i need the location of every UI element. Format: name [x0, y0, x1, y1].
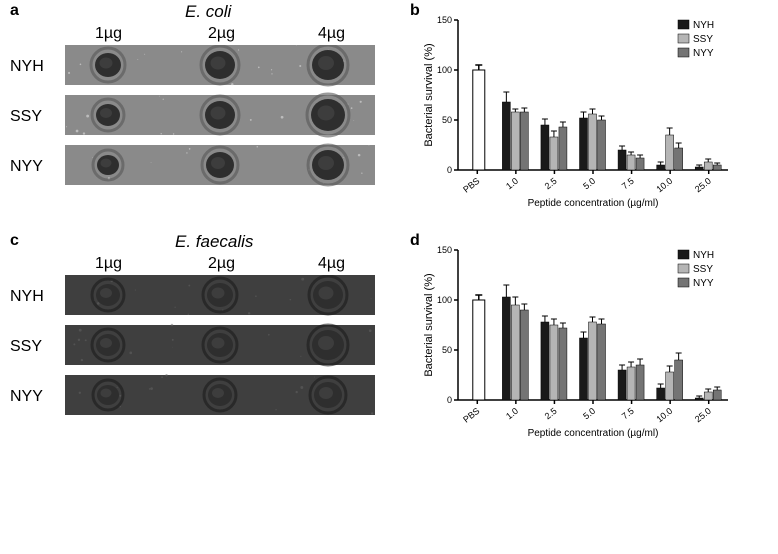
dose-label-c-2: 2µg — [208, 255, 235, 273]
svg-text:1.0: 1.0 — [504, 176, 520, 192]
row-label-a-nyh: NYH — [10, 58, 44, 76]
svg-text:SSY: SSY — [693, 264, 713, 275]
row-label-a-ssy: SSY — [10, 108, 42, 126]
svg-text:2.5: 2.5 — [543, 176, 559, 192]
panel-d-chart: 0 50 100 150 Bacterial survival (%) PBS 1.0 2.5… — [420, 240, 740, 440]
row-label-c-nyh: NYH — [10, 288, 44, 306]
panel-b-label: b — [410, 2, 420, 20]
svg-text:100: 100 — [437, 295, 452, 305]
svg-text:25.0: 25.0 — [693, 176, 713, 195]
panel-d-label: d — [410, 232, 420, 250]
svg-text:5.0: 5.0 — [581, 406, 597, 422]
svg-text:7.5: 7.5 — [620, 176, 636, 192]
svg-text:Bacterial survival (%): Bacterial survival (%) — [423, 273, 435, 376]
svg-text:10.0: 10.0 — [654, 176, 674, 195]
svg-text:1.0: 1.0 — [504, 406, 520, 422]
svg-text:PBS: PBS — [461, 406, 481, 425]
svg-text:100: 100 — [437, 65, 452, 75]
svg-text:0: 0 — [447, 165, 452, 175]
svg-text:7.5: 7.5 — [620, 406, 636, 422]
dose-label-a-2: 2µg — [208, 25, 235, 43]
svg-text:NYH: NYH — [693, 20, 714, 31]
svg-text:NYY: NYY — [693, 278, 714, 289]
svg-text:2.5: 2.5 — [543, 406, 559, 422]
ecoli-strips-svg — [60, 45, 380, 190]
row-label-a-nyy: NYY — [10, 158, 43, 176]
panel-c-label: c — [10, 232, 19, 250]
svg-text:Peptide concentration (µg/ml): Peptide concentration (µg/ml) — [528, 198, 659, 209]
svg-text:10.0: 10.0 — [654, 406, 674, 425]
svg-text:5.0: 5.0 — [581, 176, 597, 192]
panel-b-svg: 0 50 100 150 Bacterial survival (%) PBS 1.0 2.5… — [420, 10, 740, 210]
dose-label-c-3: 4µg — [318, 255, 345, 273]
svg-text:150: 150 — [437, 15, 452, 25]
row-label-c-nyy: NYY — [10, 388, 43, 406]
svg-text:0: 0 — [447, 395, 452, 405]
figure-4panel: a E. coli 1µg 2µg 4µg NYH SSY NYY b 0 50 1… — [0, 0, 778, 554]
svg-text:PBS: PBS — [461, 176, 481, 195]
svg-text:Peptide concentration (µg/ml): Peptide concentration (µg/ml) — [528, 428, 659, 439]
panel-c-title: E. faecalis — [175, 232, 253, 252]
svg-text:25.0: 25.0 — [693, 406, 713, 425]
svg-text:50: 50 — [442, 115, 452, 125]
svg-text:50: 50 — [442, 345, 452, 355]
panel-b-chart: 0 50 100 150 Bacterial survival (%) PBS 1.0 2.5… — [420, 10, 740, 210]
panel-a-title: E. coli — [185, 2, 231, 22]
svg-text:SSY: SSY — [693, 34, 713, 45]
svg-text:Bacterial survival (%): Bacterial survival (%) — [423, 43, 435, 146]
svg-text:NYH: NYH — [693, 250, 714, 261]
svg-text:NYY: NYY — [693, 48, 714, 59]
dose-label-a-1: 1µg — [95, 25, 122, 43]
row-label-c-ssy: SSY — [10, 338, 42, 356]
svg-text:150: 150 — [437, 245, 452, 255]
panel-a-label: a — [10, 2, 19, 20]
dose-label-c-1: 1µg — [95, 255, 122, 273]
efaecalis-strips-svg — [60, 275, 380, 420]
dose-label-a-3: 4µg — [318, 25, 345, 43]
panel-d-svg: 0 50 100 150 Bacterial survival (%) PBS 1.0 2.5… — [420, 240, 740, 440]
